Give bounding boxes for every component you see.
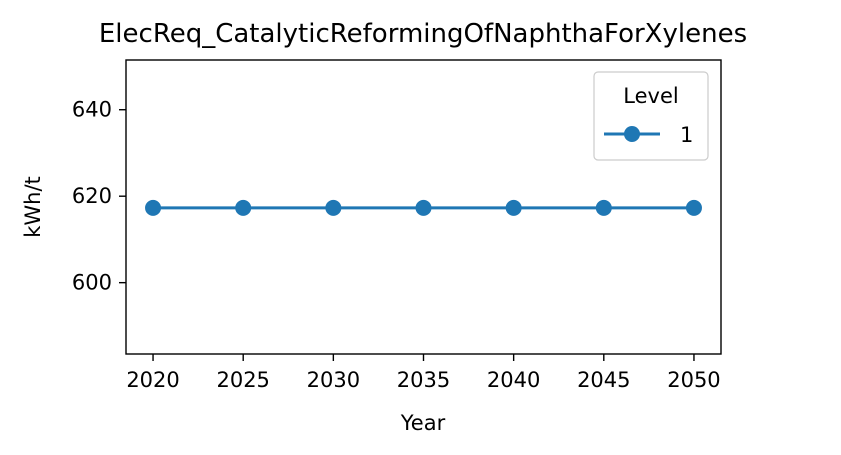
x-tick-label: 2030 [307,368,360,392]
x-tick-label: 2050 [667,368,720,392]
legend-marker [624,126,640,142]
x-tick-label: 2045 [577,368,630,392]
legend-box [593,71,709,161]
data-point [415,199,432,216]
y-tick-label: 600 [72,271,112,295]
x-axis-label: Year [400,411,446,435]
x-tick-label: 2040 [487,368,540,392]
x-tick-label: 2035 [397,368,450,392]
y-axis-label: kWh/t [21,176,45,238]
data-point [325,199,342,216]
data-point [685,199,702,216]
data-point [235,199,252,216]
y-tick-label: 640 [72,98,112,122]
x-axis: 2020 2025 2030 2035 2040 2045 2050 [126,354,721,392]
series-layer [145,199,702,216]
legend-entry-label: 1 [680,123,693,147]
data-point [505,199,522,216]
x-tick-label: 2025 [216,368,269,392]
chart-title: ElecReq_CatalyticReformingOfNaphthaForXy… [99,19,747,49]
x-tick-label: 2020 [126,368,179,392]
y-tick-label: 620 [72,184,112,208]
legend: Level 1 [593,71,709,161]
data-point [145,199,162,216]
legend-title: Level [623,84,678,108]
data-point [595,199,612,216]
y-axis: 600 620 640 [72,98,126,295]
